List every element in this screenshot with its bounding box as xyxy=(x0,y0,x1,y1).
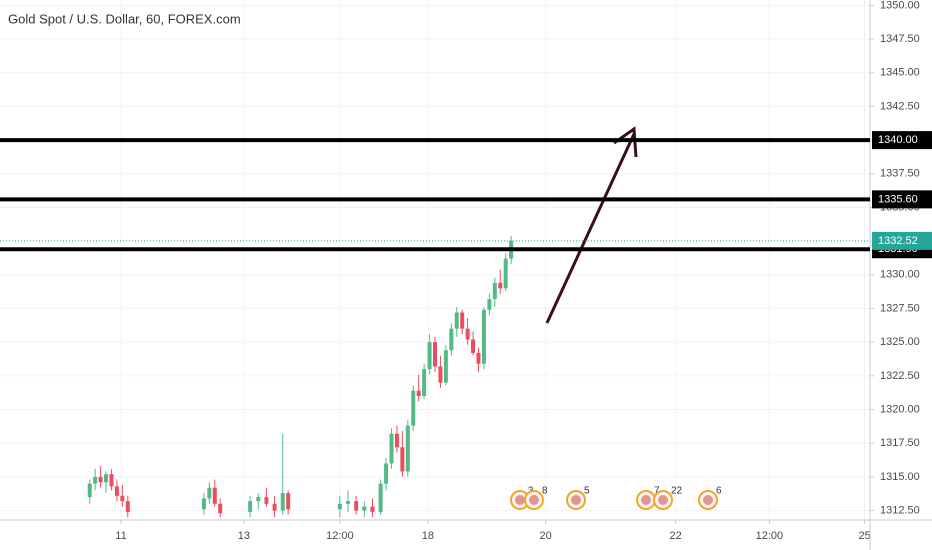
event-label: 8 xyxy=(542,486,548,497)
event-label: 7 xyxy=(654,486,660,497)
level-label: 1340.00 xyxy=(878,134,918,146)
candle-body xyxy=(498,282,503,289)
y-tick-label: 1312.50 xyxy=(880,504,920,516)
candle-body xyxy=(433,342,437,367)
candle-body xyxy=(438,366,443,383)
candle-body xyxy=(104,474,109,483)
y-tick-label: 1337.50 xyxy=(880,168,920,180)
y-tick-label: 1345.00 xyxy=(880,67,920,79)
y-tick-label: 1350.00 xyxy=(880,0,920,11)
candle-body xyxy=(280,493,285,511)
candle-body xyxy=(93,476,98,484)
candle-body xyxy=(378,483,383,512)
candle-body xyxy=(346,501,350,504)
x-tick-label: 13 xyxy=(238,530,250,542)
candle-body xyxy=(125,501,130,512)
x-tick-label: 18 xyxy=(422,530,434,542)
candle-body xyxy=(503,258,508,289)
x-tick-label: 11 xyxy=(115,530,126,542)
y-tick-label: 1330.00 xyxy=(880,269,920,281)
candle-body xyxy=(481,309,486,364)
y-tick-label: 1347.50 xyxy=(880,33,920,45)
candle-body xyxy=(471,339,476,353)
candle-body xyxy=(487,299,492,310)
candle-body xyxy=(427,342,432,370)
candle-body xyxy=(272,503,277,511)
candle-body xyxy=(443,350,448,383)
candle-body xyxy=(120,495,125,502)
annotation-arrow xyxy=(545,133,636,324)
level-label-box xyxy=(872,190,932,209)
x-tick-label: 25 xyxy=(858,530,870,542)
candle-body xyxy=(465,328,470,340)
last-price-label: 1332.52 xyxy=(878,235,918,247)
candle-body xyxy=(492,282,497,300)
plot xyxy=(87,235,514,518)
candle-body xyxy=(362,506,367,511)
event-label: 6 xyxy=(716,486,722,497)
candle-body xyxy=(476,352,481,364)
event-flag xyxy=(703,495,713,505)
candle-body xyxy=(384,463,389,484)
event-flag xyxy=(529,495,539,505)
candle-body xyxy=(286,493,291,510)
x-tick-label: 20 xyxy=(540,530,552,542)
candle-body xyxy=(422,369,427,397)
candle-body xyxy=(207,487,212,499)
event-label: 22 xyxy=(671,486,683,497)
candle-body xyxy=(394,433,399,448)
y-tick-label: 1325.00 xyxy=(880,336,920,348)
candle-body xyxy=(218,503,223,514)
y-tick-label: 1342.50 xyxy=(880,100,920,112)
candle-body xyxy=(400,447,405,472)
candle-body xyxy=(454,312,459,329)
candle-body xyxy=(370,506,375,512)
candle-body xyxy=(416,390,421,397)
last-price-box xyxy=(872,231,932,250)
candle-body xyxy=(114,486,119,496)
level-label: 1335.60 xyxy=(878,193,918,205)
x-tick-label: 12:00 xyxy=(326,530,354,542)
y-tick-label: 1327.50 xyxy=(880,302,920,314)
candle-body xyxy=(248,501,253,512)
x-tick-label: 12:00 xyxy=(756,530,784,542)
event-flag xyxy=(571,495,581,505)
candle-body xyxy=(264,497,269,504)
x-tick-label: 22 xyxy=(669,530,681,542)
candle-body xyxy=(201,498,206,510)
chart-title: Gold Spot / U.S. Dollar, 60, FOREX.com xyxy=(8,11,241,26)
candle-body xyxy=(449,328,454,351)
event-label: 5 xyxy=(584,486,590,497)
candle-body xyxy=(98,476,103,483)
y-tick-label: 1320.00 xyxy=(880,403,920,415)
y-tick-label: 1315.00 xyxy=(880,471,920,483)
y-tick-label: 1317.50 xyxy=(880,437,920,449)
event-flag xyxy=(641,495,651,505)
event-flag xyxy=(658,495,668,505)
candle-body xyxy=(389,433,394,464)
candle-body xyxy=(460,312,465,329)
level-label-box xyxy=(872,131,932,150)
candle-body xyxy=(354,501,359,511)
candle-body xyxy=(212,487,217,504)
candle-body xyxy=(256,497,261,502)
candle-body xyxy=(411,390,416,426)
y-tick-label: 1322.50 xyxy=(880,370,920,382)
event-flag xyxy=(515,495,525,505)
candle-body xyxy=(109,474,114,487)
candle-body xyxy=(337,503,342,510)
candle-body xyxy=(405,425,410,472)
candle-body xyxy=(87,483,92,498)
